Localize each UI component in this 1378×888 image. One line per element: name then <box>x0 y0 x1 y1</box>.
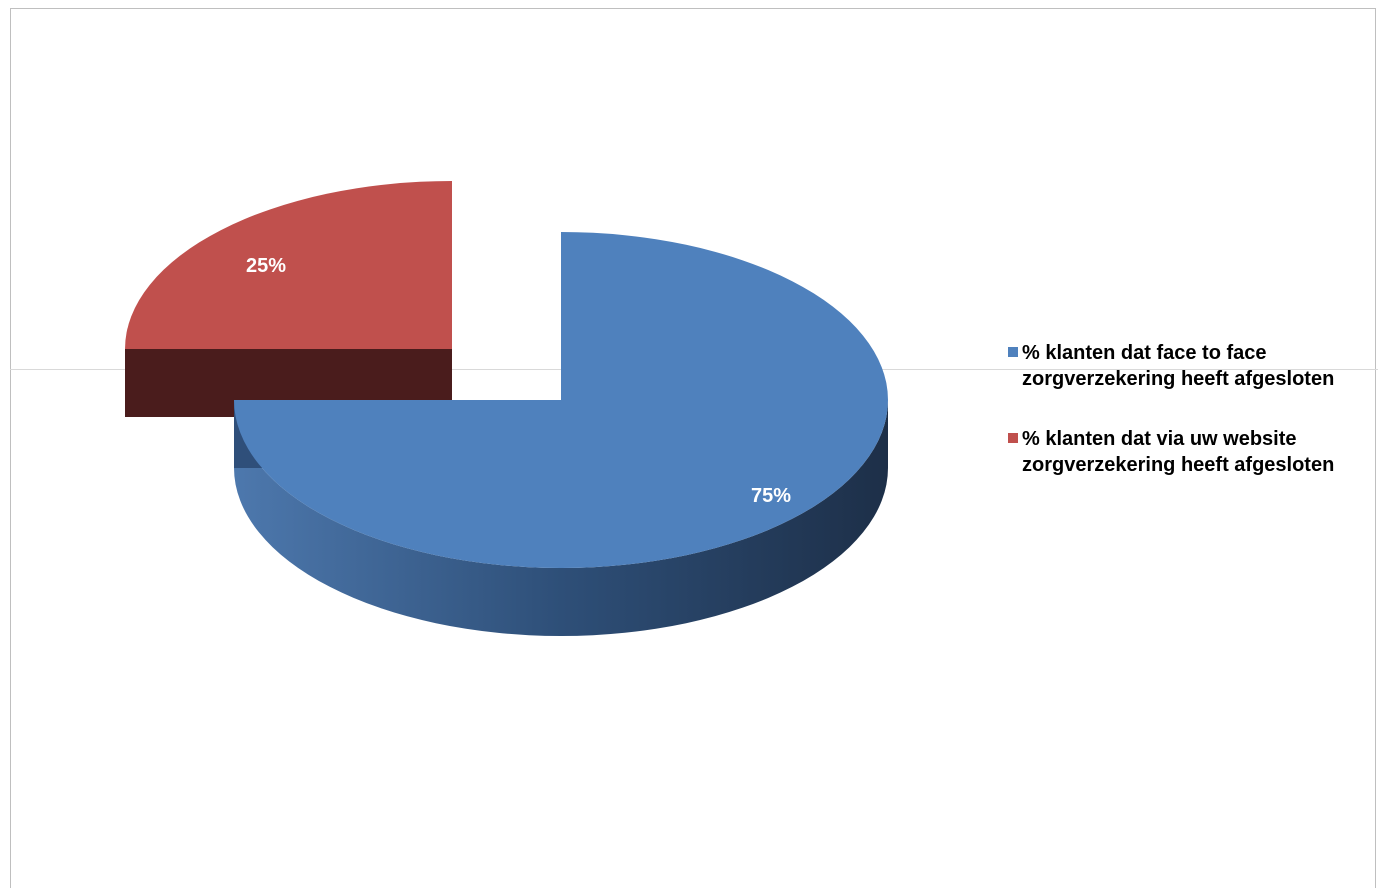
slice-top-1 <box>125 181 452 349</box>
slice-top-0 <box>234 232 888 568</box>
legend-item-face-to-face: % klanten dat face to face zorgverzekeri… <box>1006 340 1336 392</box>
legend-swatch-red <box>1008 433 1018 443</box>
legend: % klanten dat face to face zorgverzekeri… <box>1006 340 1336 512</box>
legend-swatch-blue <box>1008 347 1018 357</box>
chart-frame <box>10 8 1376 888</box>
data-label-blue: 75% <box>751 485 791 507</box>
legend-item-website: % klanten dat via uw website zorgverzeke… <box>1006 426 1336 478</box>
legend-label-website: % klanten dat via uw website zorgverzeke… <box>1022 428 1335 476</box>
slice-side-0-0 <box>234 400 888 636</box>
legend-label-face-to-face: % klanten dat face to face zorgverzekeri… <box>1022 342 1335 390</box>
data-label-red: 25% <box>246 255 286 277</box>
